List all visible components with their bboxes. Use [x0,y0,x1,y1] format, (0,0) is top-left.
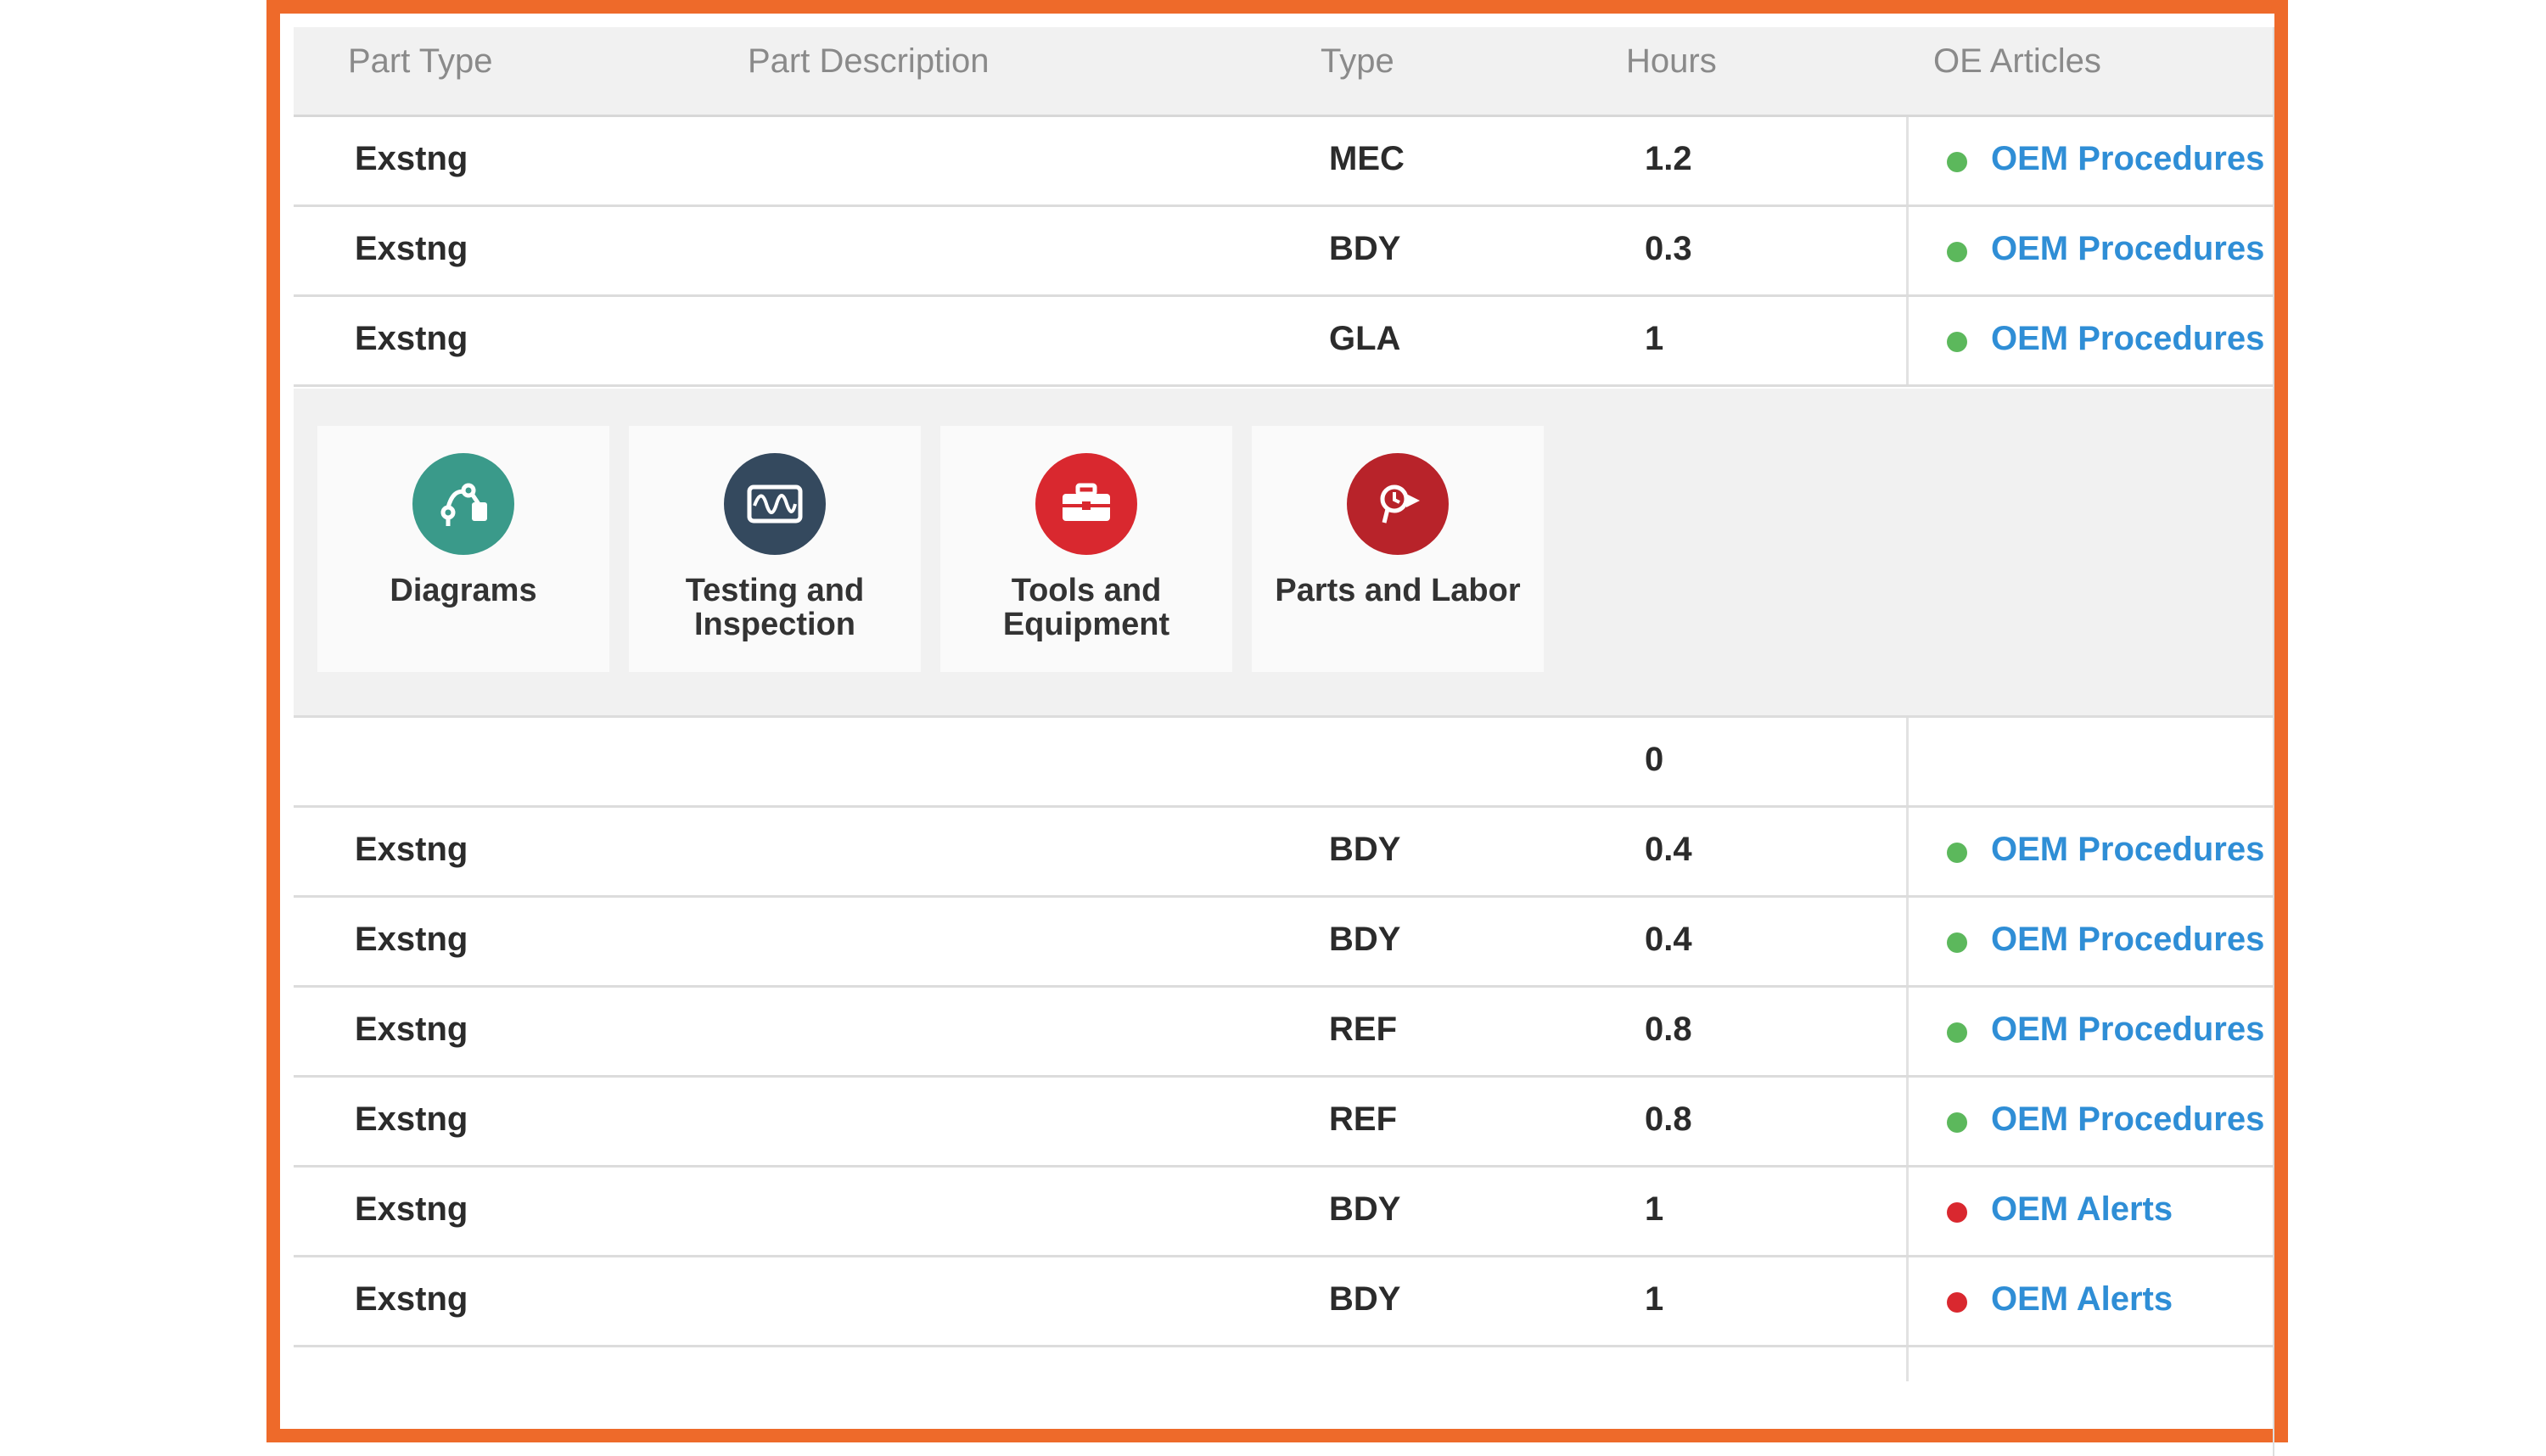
status-dot-green [1947,152,1967,172]
status-dot-green [1947,1112,1967,1133]
cell-type: BDY [1329,831,1401,868]
table-row[interactable]: Exstng REF 0.8 OEM Procedures [294,1078,2273,1168]
table-row[interactable]: Exstng REF 0.8 OEM Procedures [294,988,2273,1078]
oem-procedures-link[interactable]: OEM Procedures [1991,230,2265,267]
diagram-icon [412,453,514,555]
header-part-description[interactable]: Part Description [748,42,990,80]
cell-type: BDY [1329,1190,1401,1228]
status-dot-green [1947,242,1967,262]
cell-hours: 1.2 [1645,140,1692,177]
column-divider [1906,898,1909,985]
tile-label: Parts and Labor [1275,573,1521,608]
header-hours[interactable]: Hours [1626,42,1717,80]
oem-procedures-link[interactable]: OEM Procedures [1991,1100,2265,1138]
parts-labor-icon [1347,453,1449,555]
oem-procedures-link[interactable]: OEM Procedures [1991,921,2265,958]
cell-type: BDY [1329,1280,1401,1318]
table-row[interactable]: Exstng BDY 0.3 OEM Procedures [294,207,2273,297]
table-row[interactable]: Exstng BDY 1 OEM Alerts [294,1168,2273,1257]
table-header: Part Type Part Description Type Hours OE… [294,27,2273,117]
table-row[interactable]: Exstng BDY 0.4 OEM Procedures [294,808,2273,898]
cell-hours: 0 [1645,741,1664,778]
cell-type: BDY [1329,230,1401,267]
cell-part-type: Exstng [355,831,468,868]
table-row[interactable]: Exstng GLA 1 OEM Procedures [294,297,2273,387]
tile-label: Testing and Inspection [685,573,865,642]
column-divider [1906,1078,1909,1165]
status-dot-green [1947,932,1967,953]
status-dot-red [1947,1202,1967,1223]
column-divider [1906,1257,1909,1345]
column-divider [1906,1347,1909,1381]
oem-procedures-link[interactable]: OEM Procedures [1991,1011,2265,1048]
status-dot-green [1947,1022,1967,1043]
cell-hours: 0.8 [1645,1011,1692,1048]
cell-hours: 1 [1645,320,1664,357]
column-divider [1906,207,1909,294]
tile-diagrams[interactable]: Diagrams [317,426,609,672]
cell-type: BDY [1329,921,1401,958]
oem-procedures-link[interactable]: OEM Procedures [1991,140,2265,177]
cell-part-type: Exstng [355,140,468,177]
column-divider [1906,1168,1909,1255]
cell-type: REF [1329,1100,1397,1138]
oem-procedures-link[interactable]: OEM Procedures [1991,831,2265,868]
column-divider [1906,988,1909,1075]
tile-label: Tools and Equipment [1002,573,1170,642]
parts-table: Part Type Part Description Type Hours OE… [294,27,2274,1456]
oem-alerts-link[interactable]: OEM Alerts [1991,1280,2173,1318]
cell-part-type: Exstng [355,1100,468,1138]
cell-type: REF [1329,1011,1397,1048]
cell-type: GLA [1329,320,1401,357]
waveform-icon [724,453,826,555]
oem-procedures-link[interactable]: OEM Procedures [1991,320,2265,357]
status-dot-red [1947,1292,1967,1313]
toolbox-icon [1035,453,1137,555]
cell-part-type: Exstng [355,1280,468,1318]
tile-label: Diagrams [390,573,537,608]
tile-testing-inspection[interactable]: Testing and Inspection [629,426,921,672]
tile-tools-equipment[interactable]: Tools and Equipment [940,426,1232,672]
oem-alerts-link[interactable]: OEM Alerts [1991,1190,2173,1228]
cell-hours: 0.3 [1645,230,1692,267]
status-dot-green [1947,332,1967,352]
cell-hours: 0.4 [1645,831,1692,868]
column-divider [1906,718,1909,805]
app-frame: Part Type Part Description Type Hours OE… [266,0,2288,1456]
header-type[interactable]: Type [1321,42,1394,80]
cell-hours: 1 [1645,1190,1664,1228]
cell-type: MEC [1329,140,1405,177]
column-divider [1906,808,1909,895]
header-oe-articles[interactable]: OE Articles [1933,42,2101,80]
article-category-tiles: Diagrams Testing and Inspection [294,389,2273,718]
cell-part-type: Exstng [355,1011,468,1048]
cell-part-type: Exstng [355,320,468,357]
tile-parts-labor[interactable]: Parts and Labor [1252,426,1544,672]
cell-part-type: Exstng [355,230,468,267]
cell-hours: 0.4 [1645,921,1692,958]
table-row[interactable]: Exstng MEC 1.2 OEM Procedures [294,117,2273,207]
table-row[interactable]: 0 [294,718,2273,808]
cell-part-type: Exstng [355,1190,468,1228]
column-divider [1906,297,1909,384]
header-part-type[interactable]: Part Type [348,42,493,80]
status-dot-green [1947,843,1967,863]
cell-hours: 0.8 [1645,1100,1692,1138]
cell-hours: 1 [1645,1280,1664,1318]
table-row[interactable]: Exstng BDY 0.4 OEM Procedures [294,898,2273,988]
cell-part-type: Exstng [355,921,468,958]
table-row[interactable]: Exstng BDY 1 OEM Alerts [294,1257,2273,1347]
column-divider [1906,117,1909,204]
